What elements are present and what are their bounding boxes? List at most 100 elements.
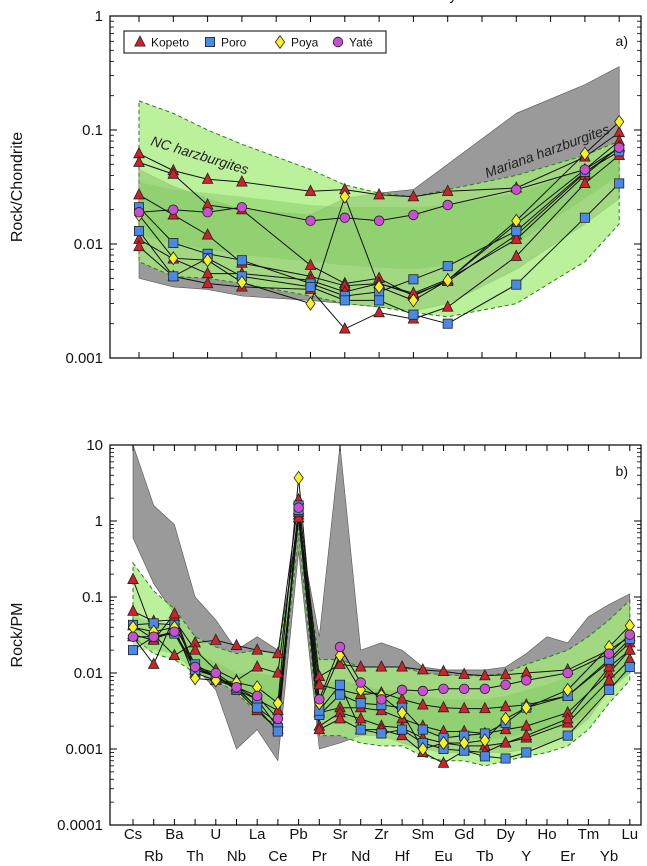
data-point-yat-8-Ba <box>170 627 180 637</box>
data-point-yat-8-Dy <box>443 200 453 210</box>
y-tick-label: 0.001 <box>65 350 103 367</box>
y-tick-label: 10 <box>86 437 103 454</box>
data-point-yat-8-Ce <box>273 714 283 724</box>
y-tick-label: 1 <box>95 513 103 530</box>
x-tick-label-cs: Cs <box>124 826 142 843</box>
x-tick-label-pr: Pr <box>200 0 215 4</box>
data-point-poro-6-Ce <box>169 272 178 281</box>
panel-b-label: b) <box>616 463 628 479</box>
panel-a-x-tick-labels: La Ce Pr Nd Pm Sm Eu Gd Tb Dy Ho Er Tm Yb Lu <box>131 0 628 4</box>
data-point-poro-6-La <box>253 703 262 712</box>
data-point-yat-8-Rb <box>149 632 159 642</box>
x-tick-label-sm: Sm <box>299 0 322 4</box>
data-point-yat-8-Hf <box>397 685 407 695</box>
data-point-yat-8-Nd <box>356 678 366 688</box>
x-tick-label-zr: Zr <box>374 826 388 843</box>
data-point-poro-6-Er <box>563 731 572 740</box>
panel-a-y-axis-label: Rock/Chondrite <box>9 132 26 242</box>
data-point-yat-8-Tb <box>480 684 490 694</box>
x-tick-label-dy: Dy <box>439 0 458 4</box>
panel-b-y-tick-labels: 0.00010.0010.010.1110 <box>57 437 103 834</box>
data-point-yat-8-Pb <box>294 503 304 513</box>
data-point-poro-6-Dy <box>501 754 510 763</box>
y-tick-label: 0.0001 <box>57 817 103 834</box>
x-tick-label-u: U <box>210 826 221 843</box>
data-point-yat-8-Dy <box>501 680 511 690</box>
x-tick-label-tm: Tm <box>540 0 562 4</box>
x-tick-label-sm: Sm <box>412 826 435 843</box>
data-point-poro-6-Ce <box>273 727 282 736</box>
x-tick-label-eu: Eu <box>336 0 354 4</box>
data-point-yat-8-La <box>134 207 144 217</box>
data-point-poro-6-Hf <box>398 725 407 734</box>
x-tick-label-eu: Eu <box>434 848 452 865</box>
y-tick-label: 0.1 <box>82 589 103 606</box>
x-tick-label-gd: Gd <box>369 0 389 4</box>
x-tick-label-pm: Pm <box>265 0 288 4</box>
data-point-yat-8-Lu <box>625 630 635 640</box>
data-point-yat-8-Lu <box>614 143 624 153</box>
x-tick-label-la: La <box>131 0 148 4</box>
panel-a-y-tick-labels: 0.001 0.01 0.1 1 <box>65 8 103 367</box>
legend: Kopeto Poro Poya Yaté <box>124 31 386 53</box>
legend-label-yat: Yaté <box>349 36 373 50</box>
x-tick-label-ho: Ho <box>472 0 491 4</box>
data-point-yat-8-La <box>252 691 262 701</box>
x-tick-label-tb: Tb <box>476 848 494 865</box>
data-point-yat-8-Gd <box>459 684 469 694</box>
data-point-yat-8-Nd <box>237 202 247 212</box>
data-point-yat-8-Pr <box>315 695 325 705</box>
x-tick-label-gd: Gd <box>454 826 474 843</box>
data-point-poro-6-Yb <box>580 213 589 222</box>
data-point-poro-5-Dy <box>443 261 452 270</box>
x-tick-label-rb: Rb <box>144 848 163 865</box>
data-point-poro-6-Eu <box>340 296 349 305</box>
legend-marker-poro <box>205 37 214 46</box>
data-point-poro-6-Yb <box>605 685 614 694</box>
x-tick-label-nd: Nd <box>232 0 251 4</box>
x-tick-label-er: Er <box>509 0 524 4</box>
y-tick-label: 1 <box>95 8 103 25</box>
y-tick-label: 0.01 <box>74 665 103 682</box>
x-tick-label-ho: Ho <box>537 826 556 843</box>
panel-b-x-tick-labels: CsRbBaThUNbLaCePbPrSrNdZrHfSmEuGdTbDyYHo… <box>124 826 638 865</box>
x-tick-label-er: Er <box>560 848 575 865</box>
data-point-poro-6-Zr <box>377 729 386 738</box>
data-point-yat-8-Th <box>190 662 200 672</box>
x-tick-label-lu: Lu <box>611 0 628 4</box>
x-tick-label-ce: Ce <box>268 848 287 865</box>
data-point-yat-8-Er <box>512 185 522 195</box>
x-tick-label-sr: Sr <box>333 826 348 843</box>
legend-label-poro: Poro <box>221 36 247 50</box>
data-point-poro-6-Nd <box>356 725 365 734</box>
data-point-yat-8-Yb <box>604 649 614 659</box>
data-point-yat-8-Cs <box>128 632 138 642</box>
x-tick-label-tb: Tb <box>405 0 423 4</box>
data-point-poro-6-Tb <box>480 752 489 761</box>
panel-b-y-axis-label: Rock/PM <box>9 603 26 668</box>
data-point-yat-8-Eu <box>340 213 350 223</box>
data-point-yat-8-Sr <box>335 642 345 652</box>
data-point-yat-8-Gd <box>374 216 384 226</box>
x-tick-label-yb: Yb <box>576 0 594 4</box>
legend-label-poya: Poya <box>291 36 319 50</box>
x-tick-label-hf: Hf <box>395 848 411 865</box>
data-point-yat-8-Zr <box>377 695 387 705</box>
legend-label-kopeto: Kopeto <box>151 36 189 50</box>
data-point-kopeto-4-Gd <box>374 307 384 317</box>
data-point-poro-5-Ce <box>169 238 178 247</box>
data-point-poro-6-Cs <box>128 646 137 655</box>
x-tick-label-la: La <box>249 826 266 843</box>
data-point-poro-6-Sm <box>306 282 315 291</box>
data-point-poro-5-Sm <box>418 725 427 734</box>
x-tick-label-th: Th <box>186 848 204 865</box>
data-point-yat-8-Y <box>522 676 532 686</box>
data-point-poro-6-Dy <box>443 319 452 328</box>
data-point-yat-8-Eu <box>439 684 449 694</box>
data-point-poro-6-Er <box>512 280 521 289</box>
x-tick-label-ce: Ce <box>164 0 183 4</box>
data-point-poro-6-Lu <box>615 179 624 188</box>
data-point-yat-8-Er <box>563 668 573 678</box>
